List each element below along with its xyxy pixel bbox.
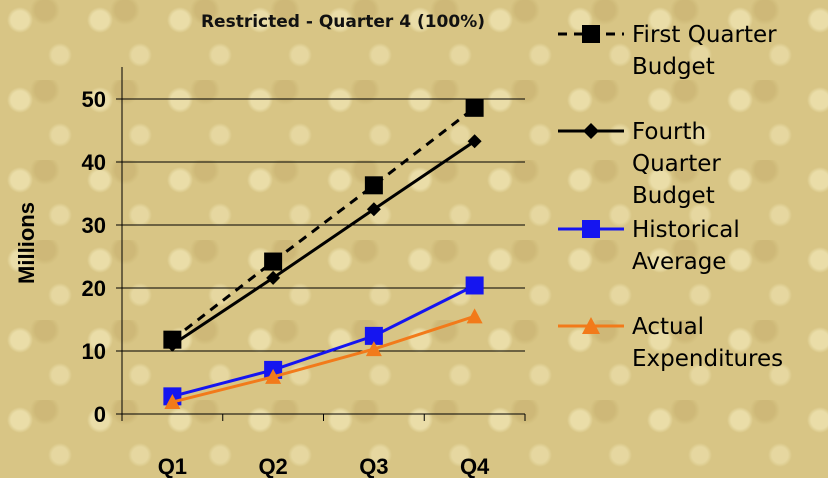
legend-label: Historical xyxy=(632,217,740,243)
legend-item-actual-expenditures: Actual Expenditures xyxy=(558,314,783,372)
data-point-marker xyxy=(266,270,281,285)
legend-label: Budget xyxy=(632,54,715,80)
data-point-marker xyxy=(465,276,484,295)
data-point-marker xyxy=(465,98,484,117)
x-tick-label: Q1 xyxy=(158,454,187,478)
chart-title: Restricted - Quarter 4 (100%) xyxy=(201,12,485,32)
data-point-marker xyxy=(466,308,483,324)
series-fourth-quarter-budget xyxy=(165,134,482,352)
legend-marker xyxy=(582,25,600,43)
data-point-marker xyxy=(366,202,381,217)
series-historical-average xyxy=(163,276,484,406)
y-tick-label: 10 xyxy=(82,339,106,364)
y-tick-label: 30 xyxy=(82,213,106,238)
y-tick-label: 50 xyxy=(82,87,106,112)
data-point-marker xyxy=(365,341,382,357)
legend-item-historical-average: Historical Average xyxy=(558,217,740,275)
x-tick-label: Q3 xyxy=(359,454,388,478)
axes xyxy=(116,67,526,421)
y-tick-labels: 0 10 20 30 40 50 xyxy=(82,87,106,427)
legend-label: Average xyxy=(632,249,726,275)
series-line xyxy=(172,314,476,404)
legend: First Quarter Budget Fourth Quarter Budget Hi… xyxy=(558,22,783,372)
legend-label: First Quarter xyxy=(632,22,777,48)
y-tick-label: 20 xyxy=(82,276,106,301)
data-point-marker xyxy=(165,337,180,352)
series-line xyxy=(171,106,476,341)
series-actual-expenditures xyxy=(164,308,483,410)
legend-item-first-quarter-budget: First Quarter Budget xyxy=(558,22,777,80)
legend-marker xyxy=(582,317,600,334)
legend-label: Expenditures xyxy=(632,346,783,372)
legend-label: Actual xyxy=(632,314,704,340)
data-point-marker xyxy=(467,134,482,149)
x-tick-label: Q4 xyxy=(460,454,490,478)
data-point-marker xyxy=(164,394,181,410)
y-tick-label: 40 xyxy=(82,150,106,175)
series-line xyxy=(171,139,476,346)
series-first-quarter-budget xyxy=(163,98,484,349)
legend-label: Quarter xyxy=(632,151,721,177)
data-point-marker xyxy=(265,368,282,384)
series-lines xyxy=(163,98,484,410)
data-point-marker xyxy=(264,252,283,271)
legend-marker xyxy=(582,220,600,238)
data-point-marker xyxy=(364,326,383,345)
data-point-marker xyxy=(364,176,383,195)
legend-label: Budget xyxy=(632,183,715,209)
series-line xyxy=(171,284,476,398)
legend-label: Fourth xyxy=(632,119,706,145)
y-axis-label: Millions xyxy=(14,202,39,284)
grid-lines xyxy=(122,98,525,352)
legend-marker xyxy=(583,123,599,139)
y-tick-label: 0 xyxy=(94,402,106,427)
x-tick-labels: Q1 Q2 Q3 Q4 xyxy=(158,454,490,478)
x-tick-label: Q2 xyxy=(258,454,287,478)
legend-item-fourth-quarter-budget: Fourth Quarter Budget xyxy=(558,119,721,209)
